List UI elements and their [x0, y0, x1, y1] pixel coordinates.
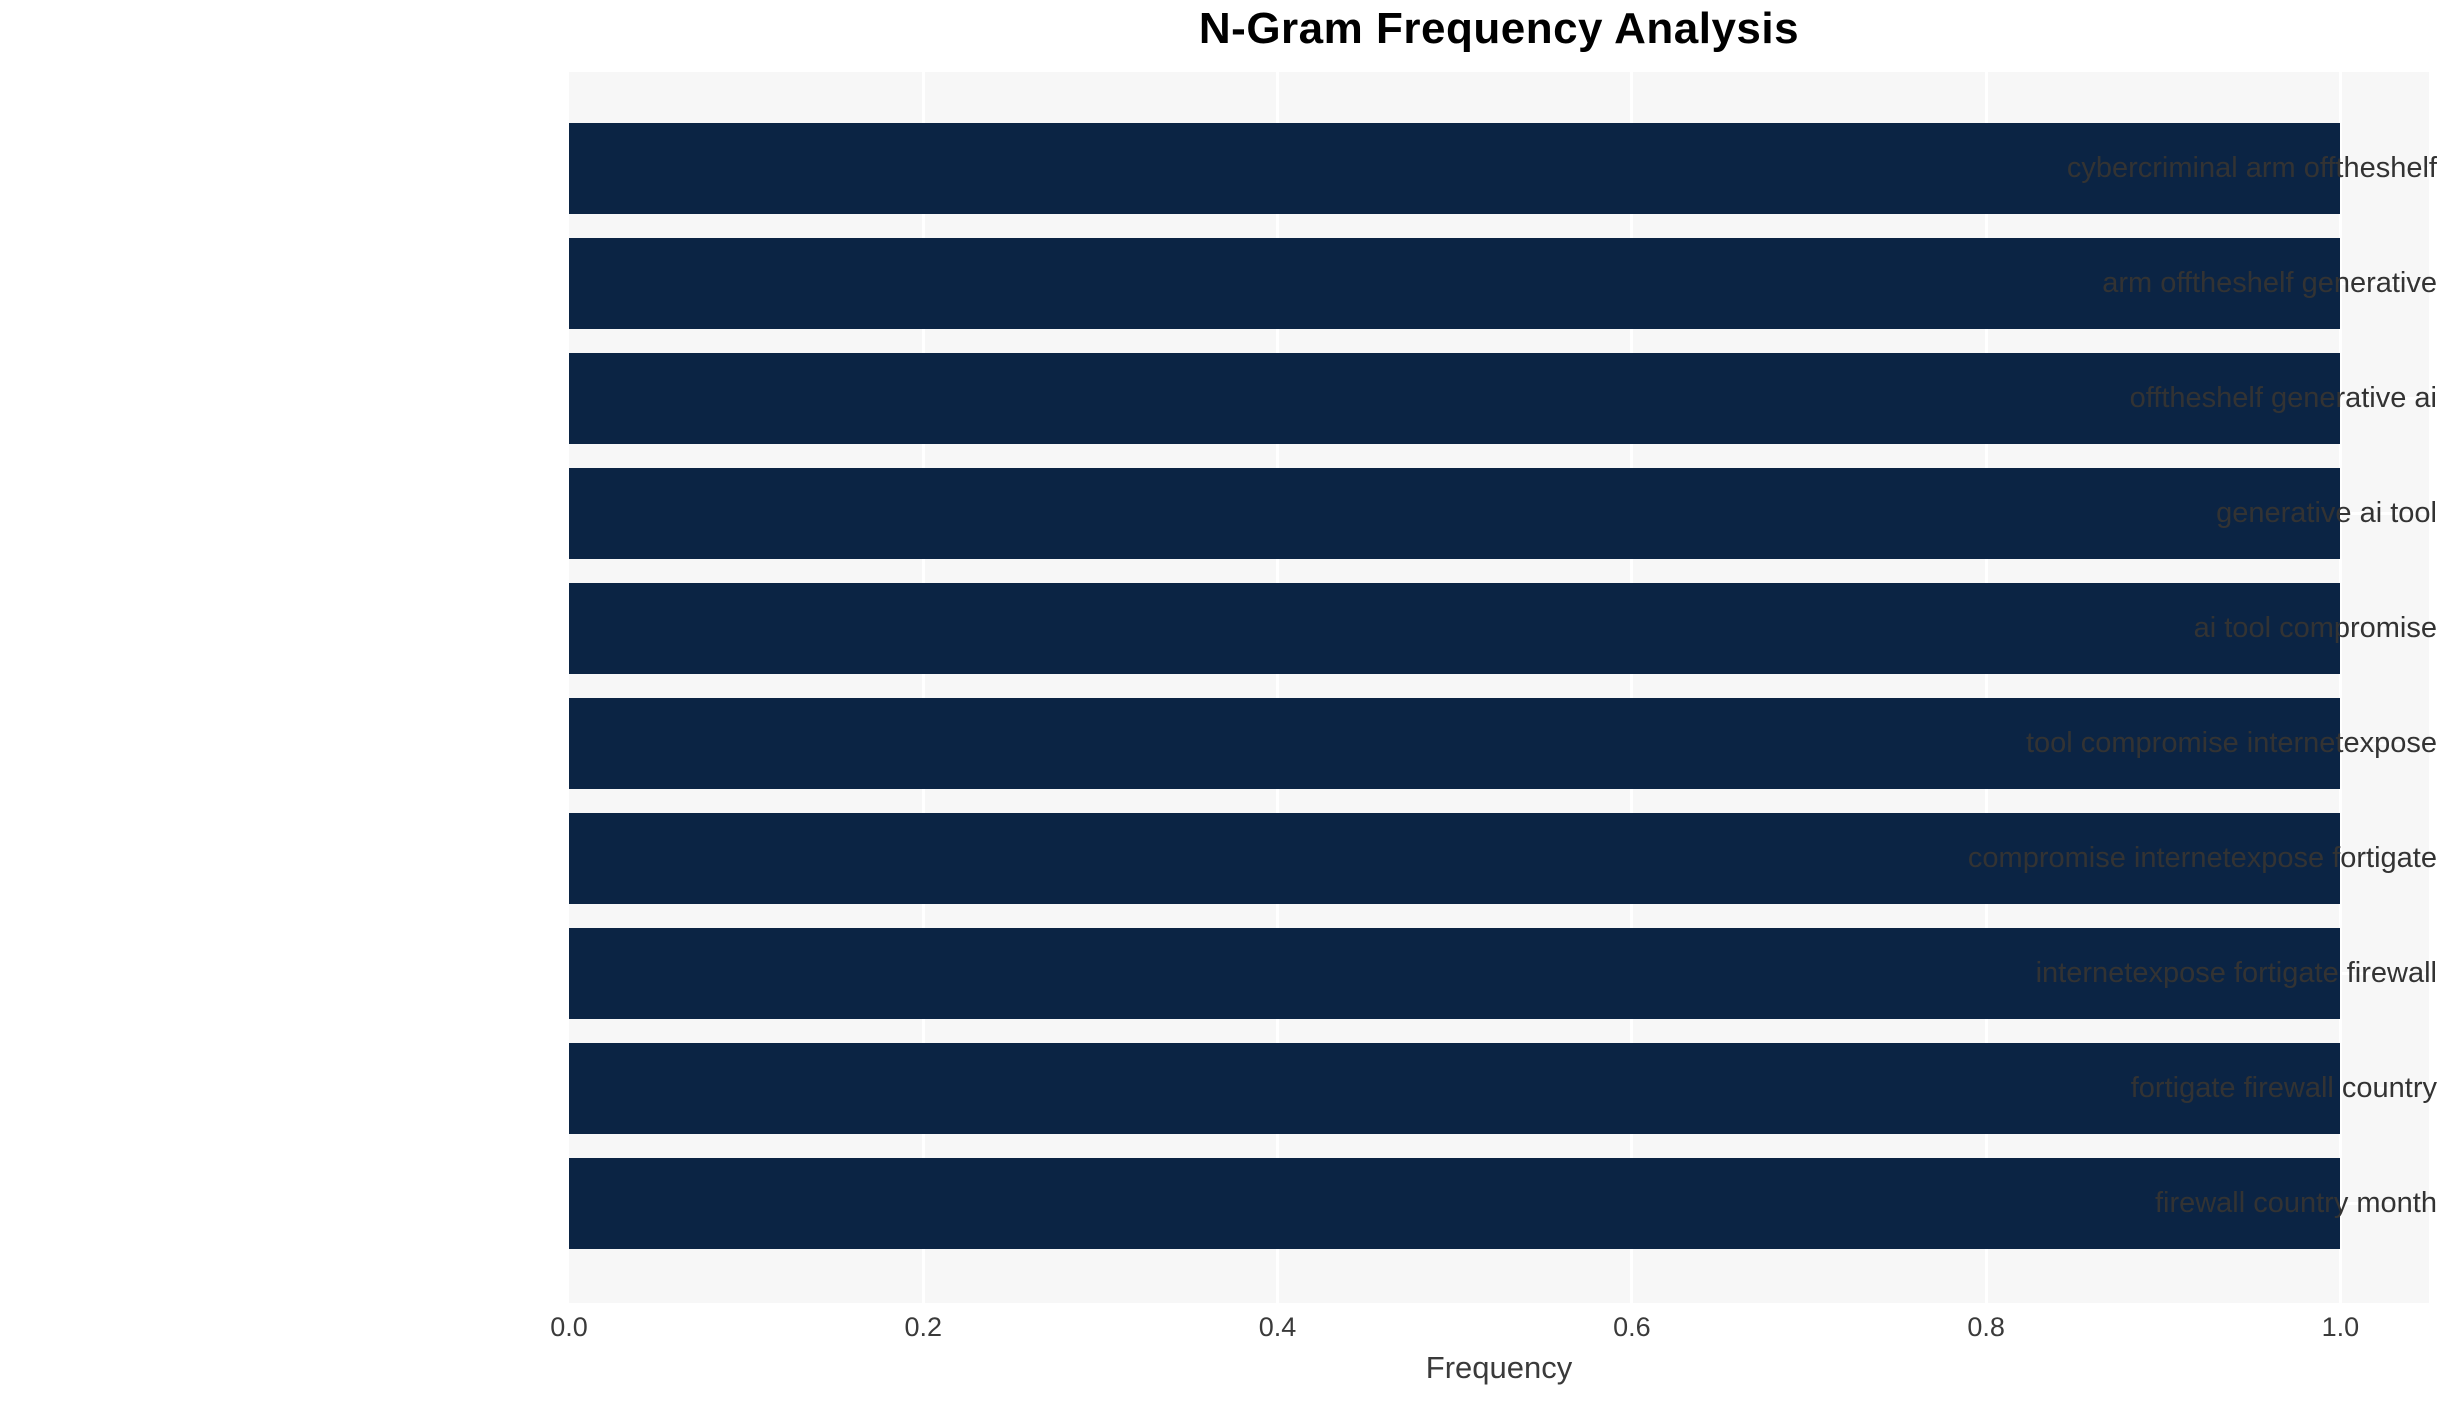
y-tick-label: ai tool compromise [2193, 612, 2437, 644]
bar-tool-compromise-internetexpose [569, 698, 2341, 789]
gridline-vertical [1276, 72, 1280, 1303]
x-tick-label: 0.2 [904, 1312, 943, 1342]
y-tick-label: internetexpose fortigate firewall [2035, 957, 2437, 989]
x-axis-label: Frequency [1425, 1350, 1573, 1385]
bar-internetexpose-fortigate-firewall [569, 928, 2341, 1019]
x-tick-label: 0.6 [1613, 1312, 1651, 1342]
bar-row [569, 583, 2429, 674]
bar-row [569, 238, 2429, 329]
chart-title: N-Gram Frequency Analysis [1198, 4, 1800, 53]
y-tick-label: tool compromise internetexpose [2025, 727, 2437, 759]
bar-row [569, 698, 2429, 789]
bar-row [569, 353, 2429, 444]
gridline-vertical [1984, 72, 1988, 1303]
bar-row [569, 123, 2429, 214]
y-tick-label: arm offtheshelf generative [2102, 267, 2437, 299]
gridline-vertical [1630, 72, 1634, 1303]
bar-firewall-country-month [569, 1158, 2341, 1249]
y-tick-label: firewall country month [2154, 1187, 2437, 1219]
x-tick-label: 1.0 [2321, 1312, 2360, 1342]
y-tick-label: cybercriminal arm offtheshelf [2066, 152, 2437, 184]
bar-row [569, 1158, 2429, 1249]
y-tick-label: offtheshelf generative ai [2129, 382, 2437, 414]
bar-row [569, 928, 2429, 1019]
bar-compromise-internetexpose-fortigate [569, 813, 2341, 904]
bar-row [569, 813, 2429, 904]
gridline-vertical [2338, 72, 2342, 1303]
bar-generative-ai-tool [569, 468, 2341, 559]
bar-arm-offtheshelf-generative [569, 238, 2341, 329]
x-tick-label: 0.0 [550, 1312, 588, 1342]
bar-offtheshelf-generative-ai [569, 353, 2341, 444]
x-tick-label: 0.4 [1258, 1312, 1297, 1342]
y-tick-label: compromise internetexpose fortigate [1967, 842, 2437, 874]
bar-row [569, 1043, 2429, 1134]
bar-fortigate-firewall-country [569, 1043, 2341, 1134]
bar-row [569, 468, 2429, 559]
bar-ai-tool-compromise [569, 583, 2341, 674]
plot-area [569, 72, 2429, 1303]
gridline-vertical [921, 72, 925, 1303]
x-tick-label: 0.8 [1967, 1312, 2005, 1342]
bar-cybercriminal-arm-offtheshelf [569, 123, 2341, 214]
y-tick-label: fortigate firewall country [2130, 1072, 2437, 1104]
y-tick-label: generative ai tool [2216, 497, 2437, 529]
